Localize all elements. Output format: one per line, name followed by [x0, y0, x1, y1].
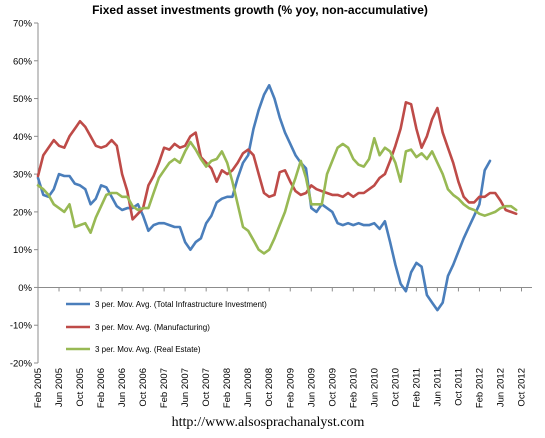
- x-tick-label: Jun 2008: [243, 368, 254, 407]
- x-tick-label: Feb 2009: [285, 368, 296, 408]
- series-line-3: [36, 136, 518, 255]
- x-tick-label: Feb 2010: [348, 368, 359, 408]
- legend-label-3: 3 per. Mov. Avg. (Real Estate): [95, 345, 201, 354]
- y-tick-label: 30%: [13, 170, 33, 181]
- x-tick-label: Oct 2012: [516, 368, 527, 407]
- footer-url: http://www.alsosprachanalyst.com: [172, 415, 365, 430]
- x-tick-label: Oct 2005: [75, 368, 86, 407]
- y-tick-label: 60%: [13, 56, 33, 67]
- x-tick-label: Jun 2006: [117, 368, 128, 407]
- y-tick-label: 50%: [13, 94, 33, 105]
- y-tick-label: -20%: [10, 359, 33, 370]
- legend-label-2: 3 per. Mov. Avg. (Manufacturing): [95, 323, 210, 332]
- y-tick-label: 40%: [13, 132, 33, 143]
- x-axis-ticks: Feb 2005 Jun 2005 Oct 2005 Feb 2006 Jun 2006…: [33, 287, 527, 408]
- legend: 3 per. Mov. Avg. (Total Infrastructure I…: [66, 300, 267, 354]
- x-tick-label: Jun 2009: [306, 368, 317, 407]
- x-tick-label: Oct 2006: [138, 368, 149, 407]
- series-line-1: [36, 84, 492, 312]
- x-tick-label: Jun 2011: [432, 368, 443, 406]
- x-tick-label: Jun 2010: [369, 368, 380, 407]
- x-tick-label: Oct 2008: [264, 368, 275, 407]
- y-tick-label: 70%: [13, 19, 33, 30]
- x-tick-label: Oct 2011: [453, 368, 464, 406]
- y-tick-label: -10%: [10, 321, 33, 332]
- x-tick-label: Feb 2007: [159, 368, 170, 408]
- y-tick-label: 0%: [18, 283, 32, 294]
- y-tick-label: 20%: [13, 207, 33, 218]
- y-tick-label: 10%: [13, 245, 33, 256]
- series-line-2: [36, 101, 518, 221]
- x-tick-label: Feb 2008: [222, 368, 233, 408]
- x-tick-label: Oct 2009: [327, 368, 338, 407]
- x-tick-label: Jun 2012: [495, 368, 506, 407]
- x-tick-label: Feb 2011: [411, 368, 422, 407]
- legend-label-1: 3 per. Mov. Avg. (Total Infrastructure I…: [95, 300, 267, 309]
- x-tick-label: Jun 2007: [180, 368, 191, 407]
- x-tick-label: Feb 2005: [33, 368, 44, 408]
- y-axis-ticks: 70% 60% 50% 40% 30% 20% 10% 0% -10% -20%: [10, 19, 38, 370]
- x-tick-label: Feb 2012: [474, 368, 485, 408]
- series-lines: [36, 84, 518, 312]
- x-tick-label: Oct 2010: [390, 368, 401, 407]
- x-tick-label: Feb 2006: [96, 368, 107, 408]
- x-tick-label: Oct 2007: [201, 368, 212, 407]
- chart-title: Fixed asset investments growth (% yoy, n…: [92, 3, 428, 17]
- x-tick-label: Jun 2005: [54, 368, 65, 407]
